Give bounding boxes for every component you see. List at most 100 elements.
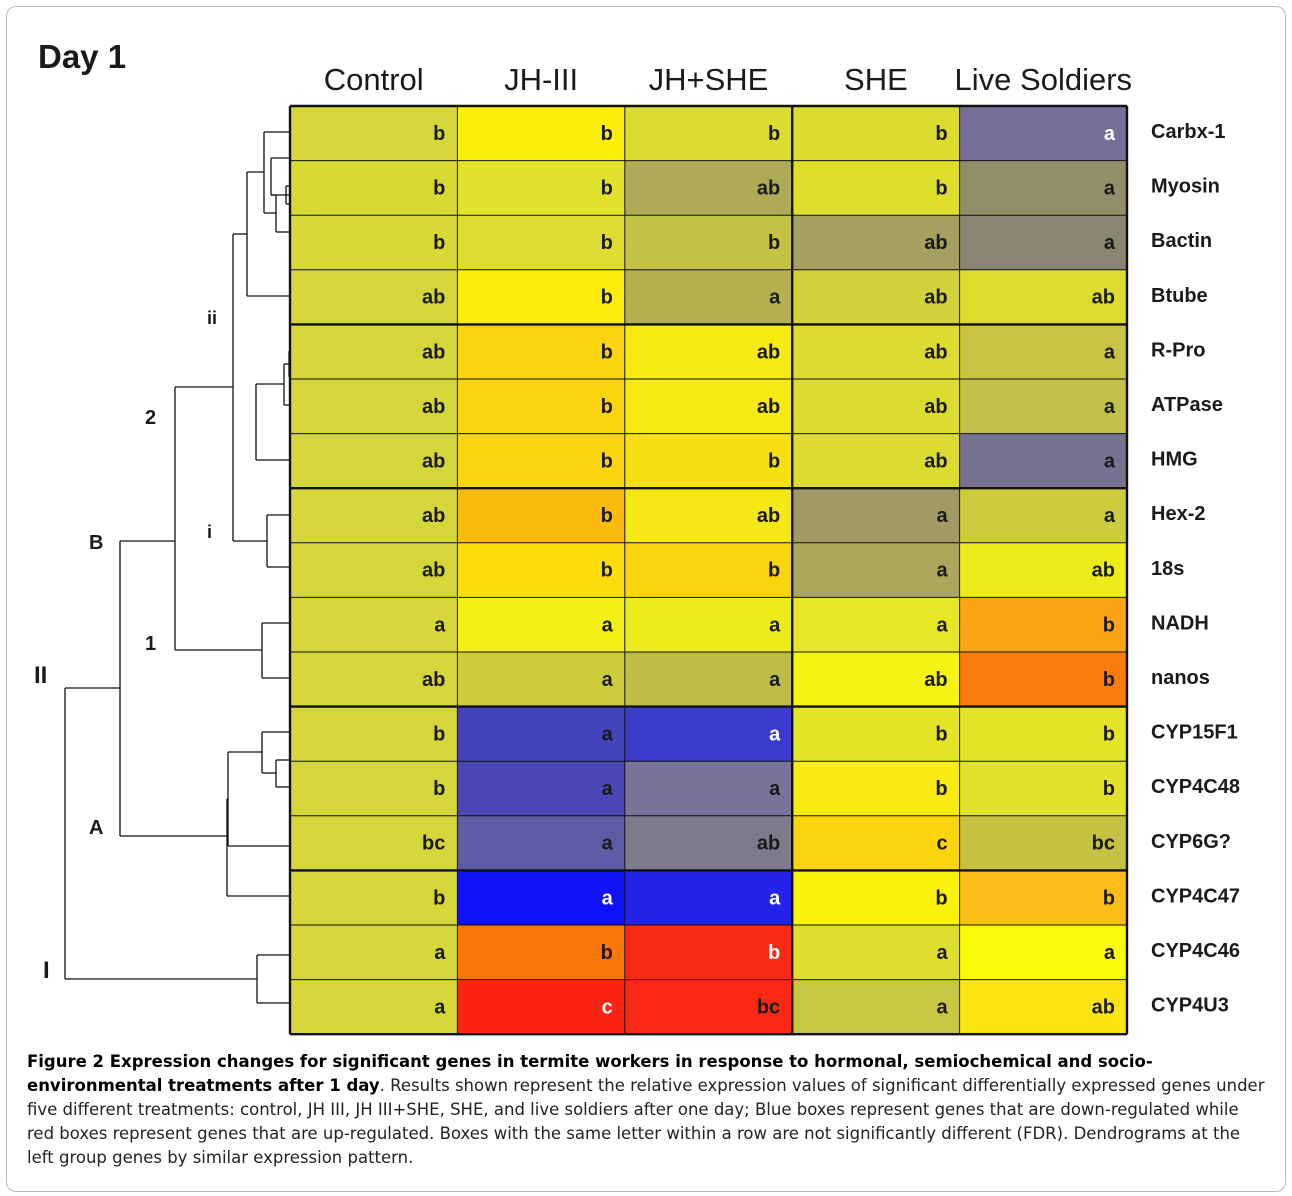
- heatmap-cell: [290, 979, 458, 1035]
- heatmap-cell: [457, 979, 626, 1035]
- cell-letter: b: [935, 723, 947, 745]
- cell-letter: a: [769, 723, 781, 745]
- cell-letter: a: [769, 614, 781, 636]
- cell-letter: ab: [1092, 996, 1115, 1018]
- cell-letter: b: [601, 942, 613, 964]
- cell-letter: a: [936, 505, 948, 527]
- cell-letter: ab: [924, 396, 947, 418]
- heatmap-cell: [290, 597, 458, 653]
- heatmap-cell: [959, 379, 1128, 435]
- cell-letter: a: [936, 560, 948, 582]
- heatmap-cell: [959, 215, 1128, 271]
- heatmap-cell: [624, 379, 793, 435]
- cell-letter: ab: [924, 287, 947, 309]
- row-label: CYP4C48: [1151, 776, 1240, 798]
- column-labels: Control JH-III JH+SHE SHE Live Soldiers: [324, 62, 1132, 97]
- cell-letter: b: [601, 341, 613, 363]
- row-label: Carbx-1: [1151, 121, 1225, 143]
- heatmap-cell: [624, 106, 793, 162]
- cell-letter: a: [602, 723, 614, 745]
- cell-letter: b: [1103, 669, 1115, 691]
- heatmap-cell: [457, 160, 626, 216]
- cell-letter: ab: [924, 450, 947, 472]
- column-label: Control: [324, 62, 424, 97]
- row-label: HMG: [1151, 449, 1198, 471]
- heatmap-cell: [457, 870, 626, 926]
- cell-letter: ab: [422, 287, 445, 309]
- cell-letter: a: [1104, 505, 1116, 527]
- dendrogram-label: ii: [207, 308, 217, 328]
- heatmap-cell: [624, 488, 793, 544]
- row-label: CYP15F1: [1151, 722, 1238, 744]
- cell-letter: a: [769, 778, 781, 800]
- row-label: CYP6G?: [1151, 831, 1231, 853]
- heatmap-cell: [624, 925, 793, 981]
- heatmap-cell: [290, 652, 458, 708]
- cell-letter: b: [433, 723, 445, 745]
- heatmap-cell: [290, 761, 458, 817]
- cell-letter: b: [433, 177, 445, 199]
- heatmap-cell: [959, 433, 1128, 489]
- cell-letter: b: [601, 396, 613, 418]
- heatmap-cell: [457, 106, 626, 162]
- row-labels: Carbx-1 Myosin Bactin Btube R-Pro ATPase HMG He…: [1151, 121, 1240, 1017]
- cell-letter: a: [936, 996, 948, 1018]
- heatmap-cell: [624, 324, 793, 380]
- cell-letter: ab: [757, 505, 780, 527]
- cell-letter: ab: [422, 341, 445, 363]
- cell-letter: a: [602, 887, 614, 909]
- heatmap-cell: [457, 379, 626, 435]
- cell-letter: b: [433, 887, 445, 909]
- cell-letter: a: [769, 287, 781, 309]
- row-label: Hex-2: [1151, 503, 1205, 525]
- heatmap-cell: [959, 652, 1128, 708]
- heatmap-cell: [624, 160, 793, 216]
- cell-letter: b: [601, 450, 613, 472]
- cell-letter: a: [1104, 450, 1116, 472]
- heatmap-cell: [290, 433, 458, 489]
- cell-letter: b: [601, 232, 613, 254]
- dendrogram-label: I: [43, 957, 50, 984]
- heatmap-cell: [959, 979, 1128, 1035]
- cell-letter: b: [601, 505, 613, 527]
- cell-letter: a: [434, 996, 446, 1018]
- heatmap-cell: [792, 761, 961, 817]
- row-label: ATPase: [1151, 394, 1223, 416]
- heatmap-cell: [457, 488, 626, 544]
- heatmap-cell: [290, 706, 458, 762]
- cell-letter: ab: [924, 669, 947, 691]
- heatmap-cell: [959, 706, 1128, 762]
- cell-letter: c: [602, 996, 613, 1018]
- chart-title: Day 1: [38, 38, 126, 75]
- cell-letter: ab: [422, 560, 445, 582]
- cell-letter: a: [769, 669, 781, 691]
- heatmap-cell: [624, 215, 793, 271]
- heatmap-cell: [792, 379, 961, 435]
- heatmap-cell: [959, 488, 1128, 544]
- heatmap-cell: [624, 870, 793, 926]
- heatmap-cell: [959, 870, 1128, 926]
- cell-letter: a: [602, 614, 614, 636]
- dendrogram: [64, 131, 290, 1004]
- heatmap-cell: [792, 870, 961, 926]
- heatmap-cell: [792, 706, 961, 762]
- cell-letter: b: [601, 287, 613, 309]
- cell-letter: c: [936, 833, 947, 855]
- heatmap-cell: [624, 761, 793, 817]
- cell-letter: b: [935, 887, 947, 909]
- cell-letter: a: [602, 778, 614, 800]
- cell-letter: b: [601, 560, 613, 582]
- figure-caption: Figure 2 Expression changes for signific…: [27, 1050, 1267, 1170]
- heatmap-cell: [792, 324, 961, 380]
- cell-letter: ab: [422, 450, 445, 472]
- dendrogram-label: B: [89, 532, 103, 554]
- cell-letter: b: [768, 942, 780, 964]
- heatmap-cell: [624, 815, 793, 871]
- cell-letter: b: [768, 123, 780, 145]
- heatmap-cell: [792, 160, 961, 216]
- heatmap-cell: [959, 815, 1128, 871]
- dendrogram-label: 2: [145, 407, 156, 429]
- heatmap-cell: [457, 542, 626, 598]
- heatmap-cell: [290, 542, 458, 598]
